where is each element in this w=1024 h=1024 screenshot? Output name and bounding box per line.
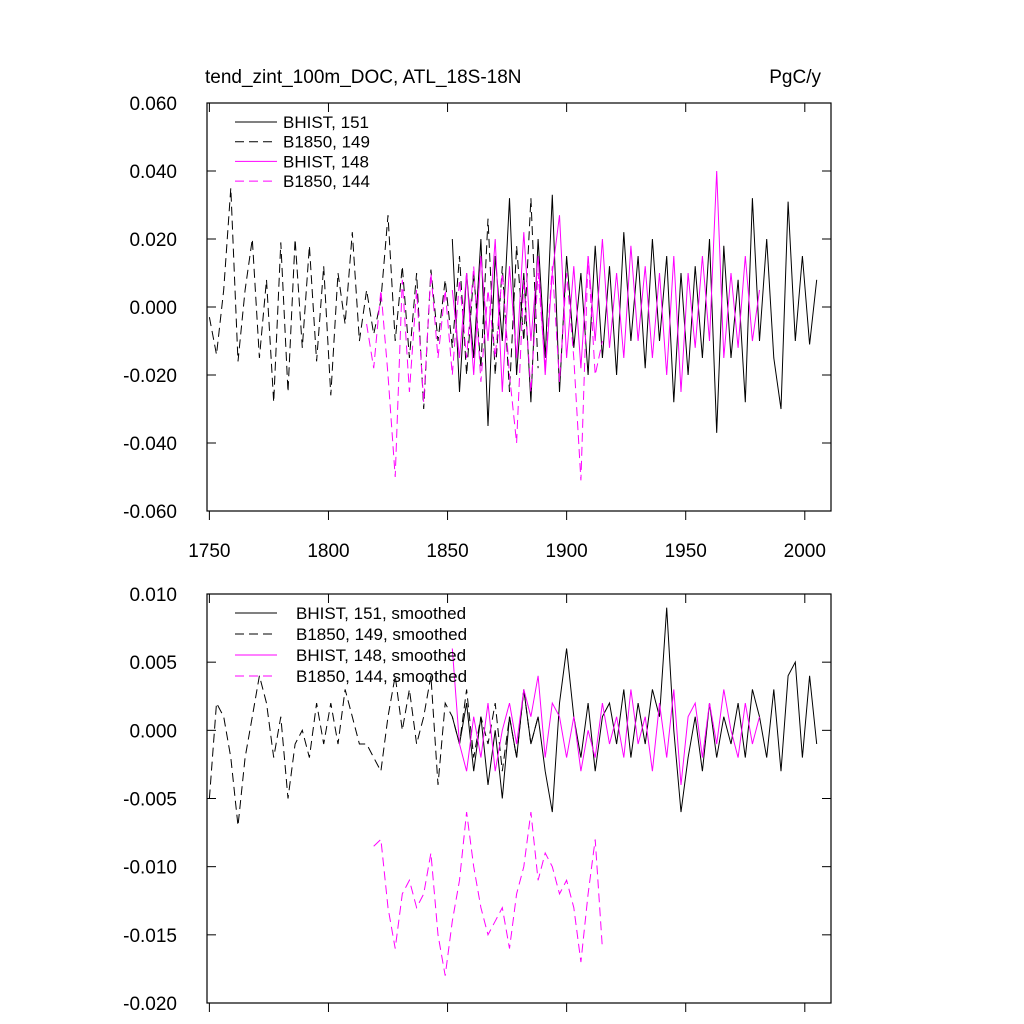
series-line: [208, 675, 539, 826]
y-tick-label: 0.010: [129, 585, 177, 606]
legend-label: B1850, 144, smoothed: [296, 667, 467, 686]
series-line: [451, 607, 818, 813]
y-tick-label: 0.000: [129, 298, 177, 319]
x-tick-label: 2000: [784, 541, 826, 562]
series-line: [373, 812, 603, 976]
y-tick-label: -0.015: [123, 926, 177, 947]
series-line: [451, 648, 760, 785]
legend-label: BHIST, 148: [283, 152, 369, 171]
series-line: [208, 187, 539, 410]
legend-label: BHIST, 148, smoothed: [296, 646, 466, 665]
x-tick-label: 1850: [426, 541, 468, 562]
series-line: [366, 255, 603, 481]
y-tick-label: -0.010: [123, 858, 177, 879]
legend-label: B1850, 144: [283, 172, 370, 191]
y-tick-label: 0.040: [129, 162, 177, 183]
y-tick-label: -0.040: [123, 434, 177, 455]
chart-title: tend_zint_100m_DOC, ATL_18S-18N: [205, 67, 522, 88]
x-tick-label: 1750: [188, 541, 230, 562]
legend-label: B1850, 149, smoothed: [296, 625, 467, 644]
series-line: [451, 170, 760, 393]
legend-label: BHIST, 151, smoothed: [296, 604, 466, 623]
y-tick-label: -0.020: [123, 366, 177, 387]
y-tick-label: -0.020: [123, 994, 177, 1015]
y-tick-label: -0.005: [123, 790, 177, 811]
legend-label: BHIST, 151: [283, 113, 369, 132]
x-tick-label: 1950: [665, 541, 707, 562]
x-tick-label: 1800: [307, 541, 349, 562]
y-tick-label: 0.060: [129, 94, 177, 115]
y-tick-label: 0.000: [129, 721, 177, 742]
legend-label: B1850, 149: [283, 133, 370, 152]
y-tick-label: 0.005: [129, 653, 177, 674]
x-tick-label: 1900: [545, 541, 587, 562]
y-tick-label: -0.060: [123, 502, 177, 523]
y-tick-label: 0.020: [129, 230, 177, 251]
units-label: PgC/y: [769, 67, 821, 88]
